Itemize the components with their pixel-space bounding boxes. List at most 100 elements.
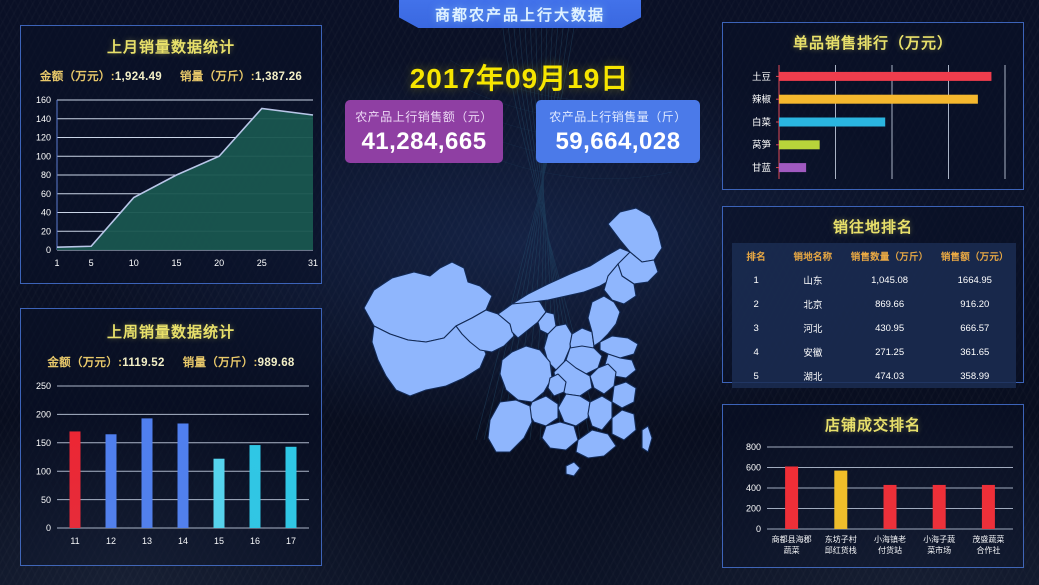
bar[interactable] — [141, 418, 153, 528]
panel-monthly-sales: 上月销量数据统计 金额（万元）:1,924.49 销量（万斤）:1,387.26 … — [20, 25, 322, 284]
area-fill — [57, 108, 313, 250]
cell-city: 山东 — [803, 276, 823, 287]
cell-amount: 666.57 — [960, 322, 990, 334]
x-axis-tick: 15 — [214, 536, 224, 546]
table-row[interactable]: 4 安徽 271.25 361.65 — [732, 340, 1016, 364]
y-axis-tick: 400 — [746, 483, 761, 493]
y-axis-tick: 250 — [36, 381, 51, 391]
bar[interactable] — [105, 434, 117, 528]
product-panel-title: 单品销售排行（万元） — [792, 35, 953, 52]
col-name: 销地名称 — [793, 252, 833, 263]
x-axis-tick: 东坊子村 — [825, 534, 857, 544]
col-rank: 排名 — [746, 252, 766, 263]
bar[interactable] — [785, 466, 799, 529]
bar[interactable] — [779, 71, 992, 81]
table-row[interactable]: 3 河北 430.95 666.57 — [732, 316, 1016, 340]
weekly-panel-title: 上周销量数据统计 — [106, 324, 235, 341]
bar[interactable] — [779, 163, 807, 173]
y-axis-tick: 40 — [41, 208, 51, 218]
x-axis-tick: 20 — [214, 258, 224, 268]
y-axis-tick: 0 — [46, 523, 51, 533]
table-header-row: 排名 销地名称 销售数量（万斤） 销售额（万元） — [732, 243, 1016, 268]
table-row[interactable]: 1 山东 1,045.08 1664.95 — [732, 268, 1016, 292]
y-axis-tick: 140 — [36, 114, 51, 124]
bar[interactable] — [883, 484, 897, 529]
y-axis-tick: 80 — [41, 170, 51, 180]
cell-city: 湖北 — [803, 372, 823, 383]
cell-amount: 361.65 — [960, 346, 990, 358]
bar[interactable] — [213, 458, 225, 528]
y-axis-tick: 150 — [36, 438, 51, 448]
cell-qty: 1,045.08 — [871, 274, 909, 286]
x-axis-tick: 小海子蔬 — [923, 534, 955, 544]
x-axis-tick: 菜市场 — [927, 545, 951, 555]
x-axis-tick: 付货站 — [878, 545, 902, 555]
x-axis-tick: 茂盛蔬菜 — [972, 534, 1004, 544]
monthly-volume-label: 销量（万斤）: — [180, 71, 255, 83]
x-axis-tick: 17 — [286, 536, 296, 546]
table-row[interactable]: 2 北京 869.66 916.20 — [732, 292, 1016, 316]
bar[interactable] — [285, 446, 297, 528]
destination-table: 排名 销地名称 销售数量（万斤） 销售额（万元） 1 山东 1,045.08 1664… — [732, 243, 1016, 388]
panel-shop-ranking: 店铺成交排名 0 200 400 600 800 商都县海郡 蔬菜 东坊子村 邱红货栈 小海镇老付… — [722, 404, 1024, 568]
cell-rank: 1 — [753, 274, 759, 286]
monthly-amount-value: 1,924.49 — [114, 71, 162, 83]
panel-weekly-sales: 上周销量数据统计 金额（万元）:1119.52 销量（万斤）:989.68 0 50… — [20, 308, 322, 566]
weekly-volume-label: 销量（万斤）: — [182, 357, 258, 369]
x-axis-tick: 10 — [129, 258, 139, 268]
cell-qty: 271.25 — [875, 346, 905, 358]
x-axis-tick: 5 — [89, 258, 94, 268]
kpi-card-sales-amount[interactable]: 农产品上行销售额（元） 41,284,665 — [345, 100, 503, 163]
x-axis-tick: 12 — [106, 536, 116, 546]
category-label: 莴笋 — [752, 139, 772, 151]
cell-qty: 869.66 — [875, 298, 905, 310]
cell-amount: 916.20 — [960, 298, 990, 310]
category-label: 辣椒 — [752, 94, 772, 106]
cell-rank: 4 — [753, 346, 759, 358]
x-axis-tick: 合作社 — [976, 545, 1000, 555]
category-label: 甘蓝 — [752, 162, 772, 174]
bar[interactable] — [779, 94, 978, 104]
cell-rank: 5 — [753, 370, 759, 382]
dashboard-header-banner: 商都农产品上行大数据 — [399, 0, 641, 28]
bar[interactable] — [981, 484, 995, 529]
kpi-card-sales-volume[interactable]: 农产品上行销售量（斤） 59,664,028 — [536, 100, 700, 163]
x-axis-tick: 11 — [70, 536, 79, 546]
panel-product-ranking: 单品销售排行（万元） 土豆 辣椒 白菜 莴笋 甘蓝 — [722, 22, 1024, 190]
cell-amount: 358.99 — [960, 370, 990, 382]
bar[interactable] — [834, 470, 848, 529]
y-axis-tick: 120 — [36, 133, 51, 143]
x-axis-tick: 1 — [54, 258, 59, 268]
y-axis-tick: 200 — [746, 504, 761, 514]
bar[interactable] — [779, 140, 820, 150]
bar[interactable] — [69, 431, 81, 528]
weekly-amount-value: 1119.52 — [122, 357, 165, 369]
bar[interactable] — [932, 484, 946, 529]
cell-rank: 2 — [753, 298, 759, 310]
kpi-amount-label: 农产品上行销售额（元） — [355, 109, 493, 124]
bar[interactable] — [249, 445, 261, 528]
weekly-volume-value: 989.68 — [257, 357, 295, 369]
y-axis-tick: 0 — [46, 245, 51, 255]
cell-qty: 474.03 — [875, 370, 905, 382]
weekly-bar-chart[interactable]: 0 50 100 150 200 250 11 12 13 14 15 16 17 — [21, 376, 321, 558]
cell-city: 安徽 — [803, 348, 823, 359]
y-axis-tick: 160 — [36, 95, 51, 105]
china-map[interactable] — [352, 190, 682, 490]
col-qty: 销售数量（万斤） — [850, 252, 929, 263]
monthly-amount-label: 金额（万元）: — [39, 71, 115, 83]
table-row[interactable]: 5 湖北 474.03 358.99 — [732, 364, 1016, 388]
x-axis-tick: 25 — [257, 258, 267, 268]
bar[interactable] — [177, 423, 189, 528]
kpi-volume-value: 59,664,028 — [555, 127, 681, 155]
y-axis-tick: 100 — [36, 151, 51, 161]
current-date: 2017年09月19日 — [409, 63, 630, 94]
bar[interactable] — [779, 117, 886, 127]
page-title: 商都农产品上行大数据 — [434, 6, 605, 24]
weekly-summary: 金额（万元）:1119.52 销量（万斤）:989.68 — [21, 354, 321, 370]
area-line — [56, 107, 314, 248]
